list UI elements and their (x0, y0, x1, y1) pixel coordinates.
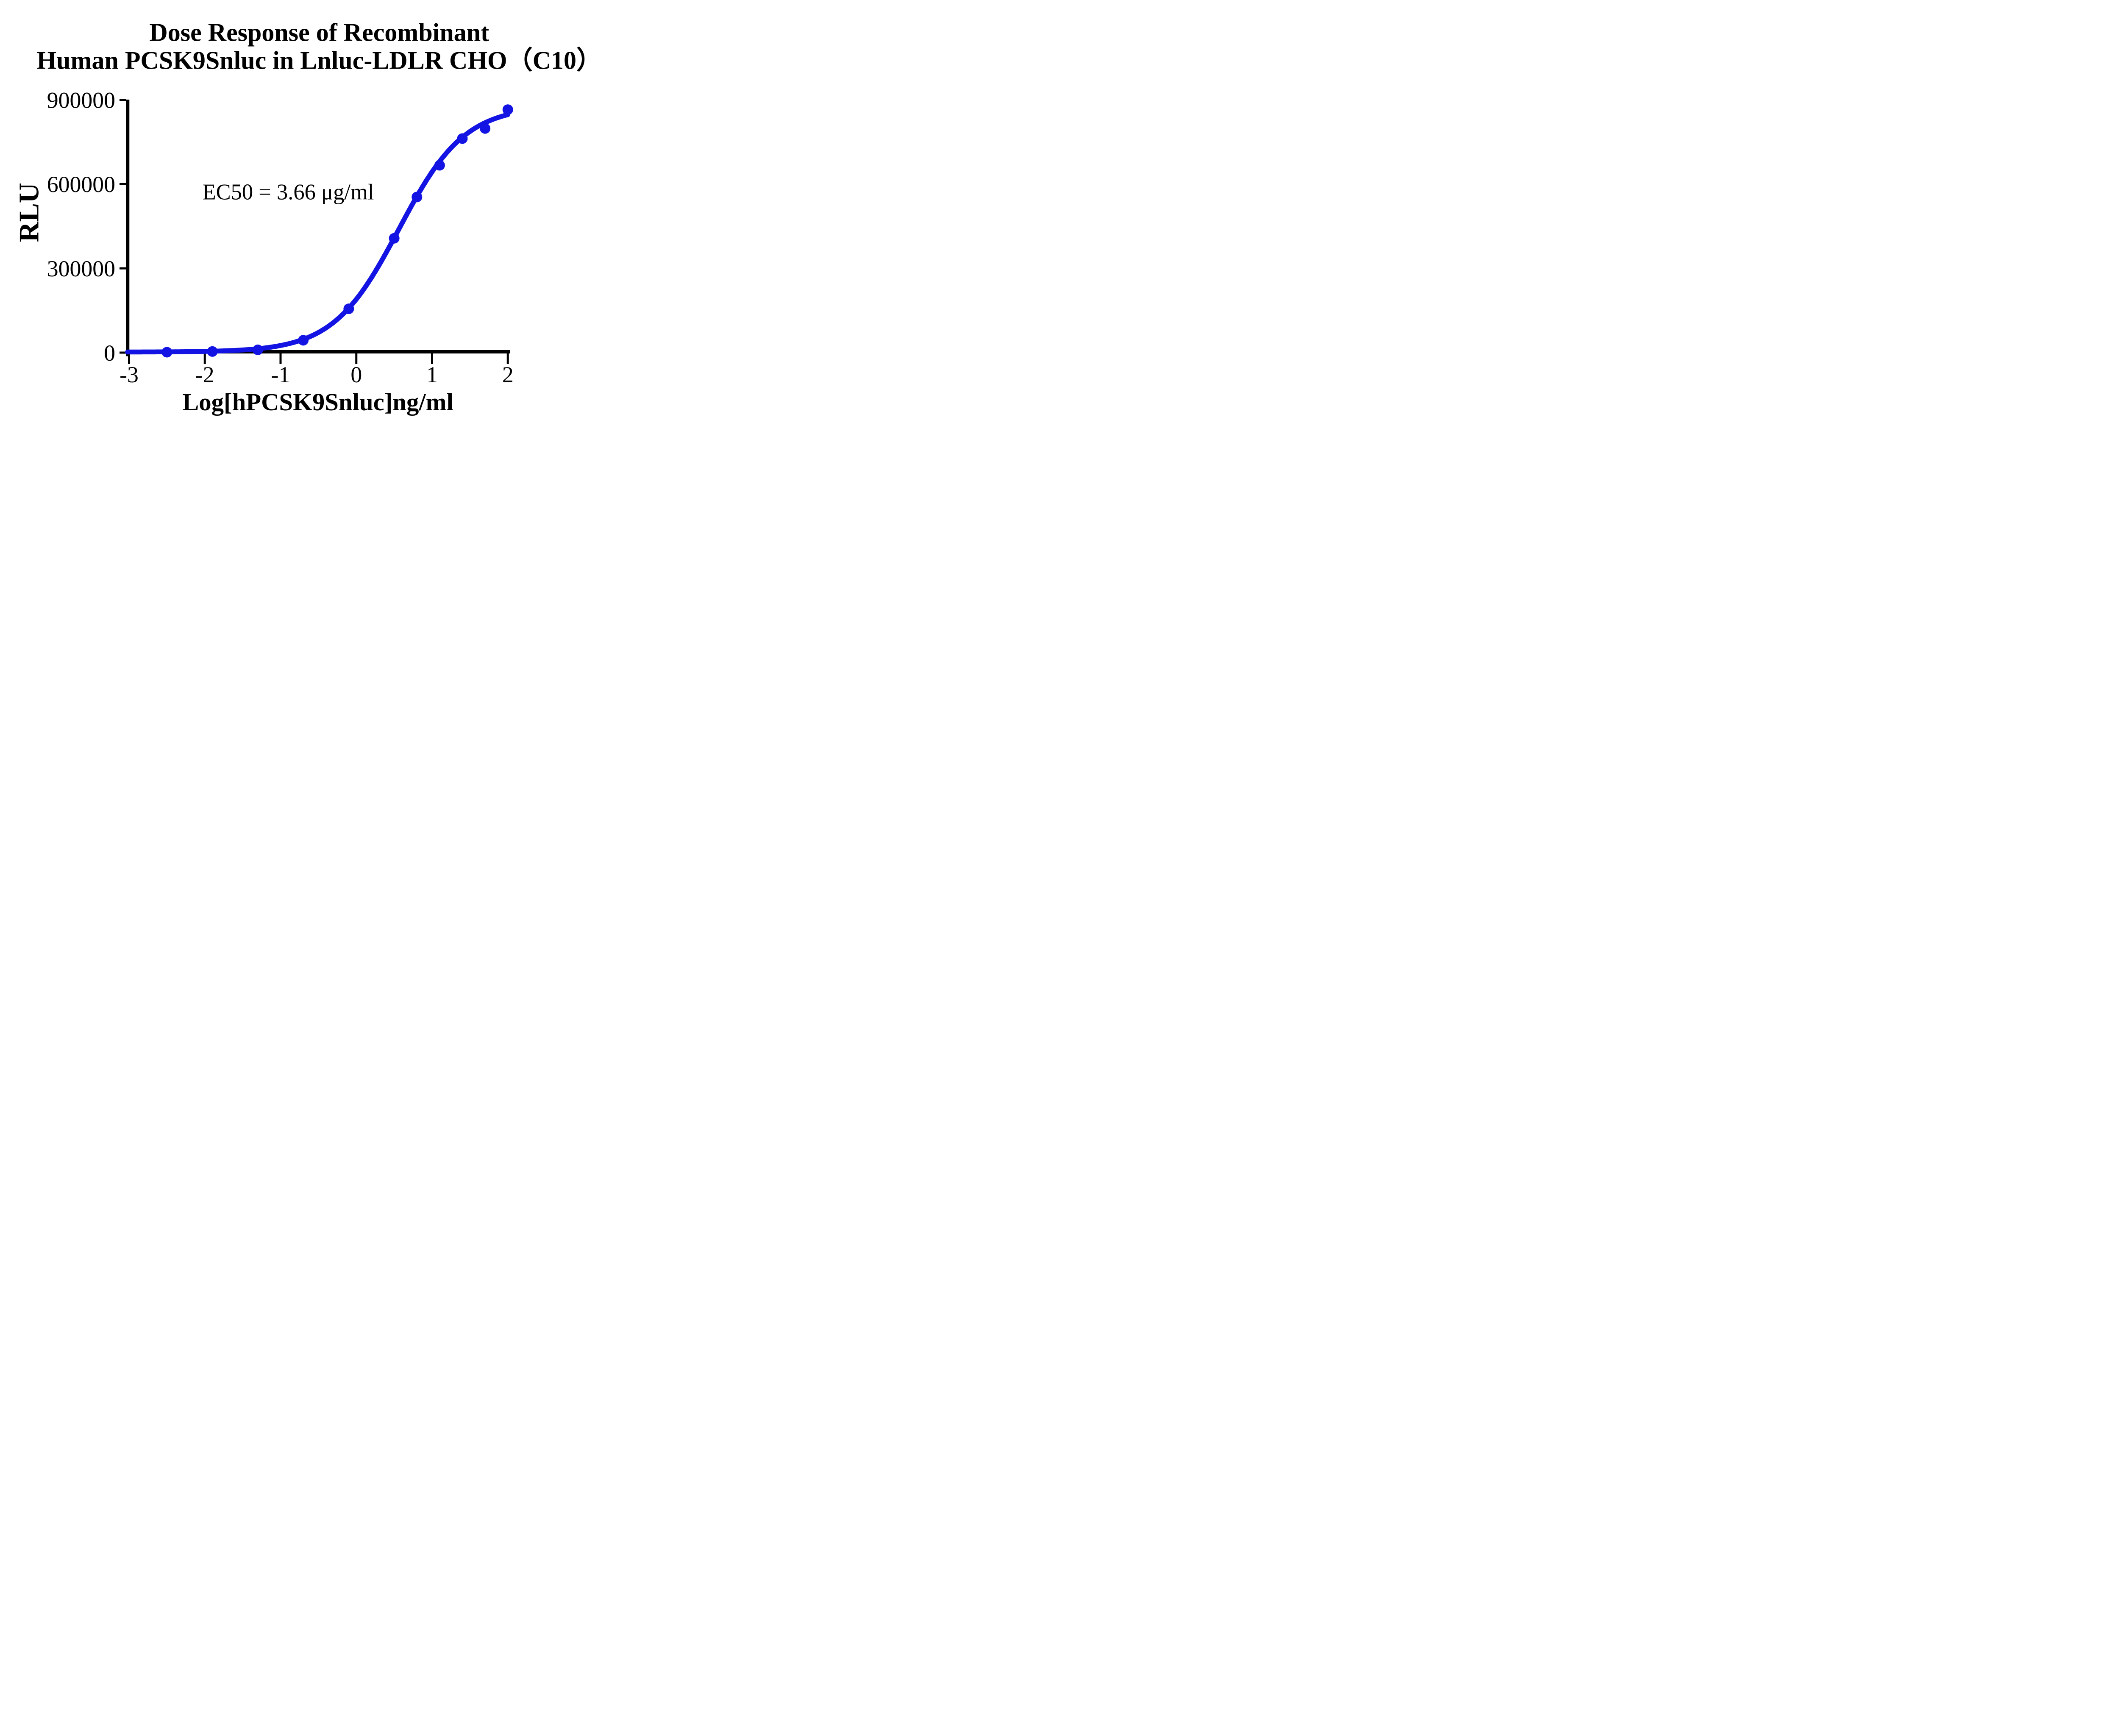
data-point (207, 346, 218, 357)
x-axis-label: Log[hPCSK9Snluc]ng/ml (182, 388, 453, 416)
x-tick-label: 2 (502, 362, 514, 387)
data-point (252, 344, 263, 355)
data-point-layer (161, 104, 513, 358)
data-point (434, 160, 445, 171)
tick-layer: 0 300000 600000 900000 -3 -2 -1 0 1 2 (47, 87, 514, 387)
x-tick-label: -2 (195, 362, 214, 387)
data-point (298, 335, 309, 346)
chart-title-line1: Dose Response of Recombinant (149, 18, 489, 46)
dose-response-chart: Dose Response of Recombinant Human PCSK9… (14, 18, 595, 416)
x-tick-label: -3 (120, 362, 139, 387)
y-tick-label: 0 (104, 340, 115, 366)
data-point (343, 303, 354, 314)
data-point (457, 133, 468, 144)
data-point (502, 104, 513, 115)
fit-curve-layer (125, 112, 510, 355)
chart-title-line2: Human PCSK9Snluc in Lnluc-LDLR CHO（C10） (36, 46, 594, 75)
data-point (480, 123, 491, 134)
x-tick-label: 1 (426, 362, 438, 387)
x-tick-label: 0 (350, 362, 362, 387)
data-point (412, 192, 423, 203)
x-tick-label: -1 (271, 362, 290, 387)
y-tick-label: 300000 (47, 256, 115, 281)
chart-page: Dose Response of Recombinant Human PCSK9… (0, 0, 594, 434)
data-point (389, 233, 400, 244)
y-tick-label: 600000 (47, 172, 115, 197)
ec50-annotation: EC50 = 3.66 μg/ml (203, 180, 374, 205)
data-point (161, 347, 172, 358)
y-axis-label: RLU (14, 183, 45, 242)
y-tick-label: 900000 (47, 87, 115, 113)
fit-curve (125, 112, 510, 355)
